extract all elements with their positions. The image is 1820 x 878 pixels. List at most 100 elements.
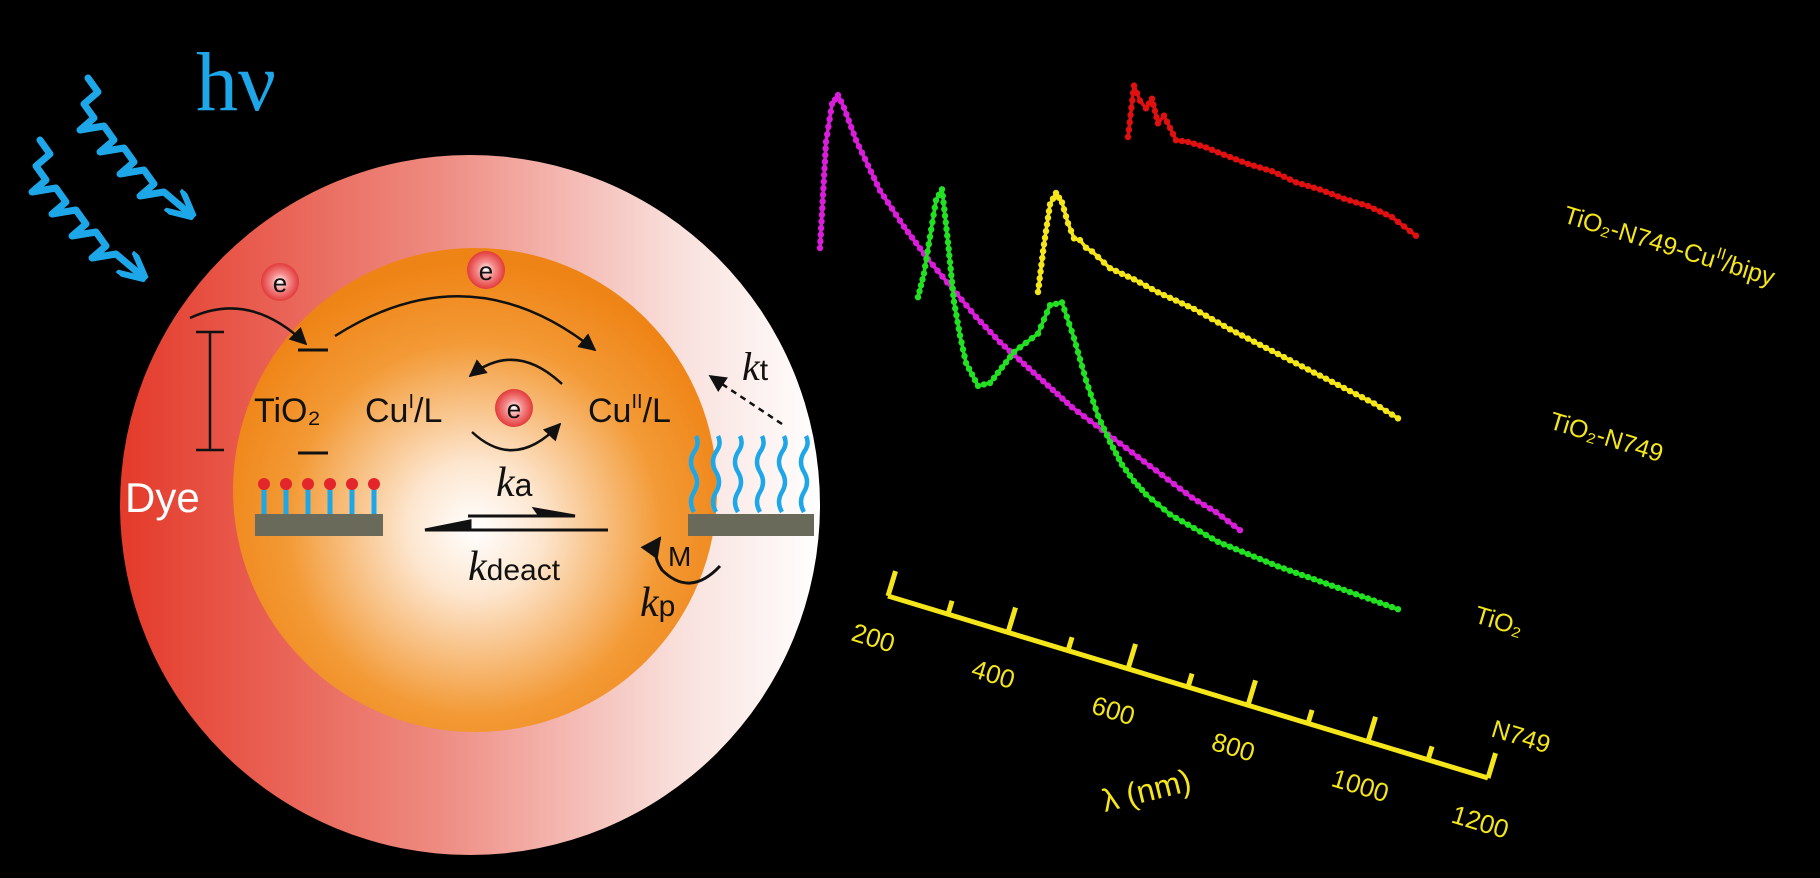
series-point [1130, 82, 1138, 89]
series-point [1236, 527, 1244, 534]
series-point [1134, 482, 1142, 489]
series-point [1040, 316, 1048, 323]
series-point [1370, 205, 1378, 212]
series-point [1376, 599, 1384, 606]
series-point [1076, 236, 1084, 244]
series-point [1412, 232, 1420, 239]
series-point [959, 346, 967, 353]
series-point [982, 323, 989, 331]
series-point [1184, 521, 1192, 528]
series-point [1030, 369, 1037, 376]
series-point [1154, 289, 1162, 296]
cycle-arrow-top [468, 358, 563, 385]
series-point [1244, 160, 1252, 168]
series-point [1286, 357, 1294, 364]
series-point [948, 278, 956, 286]
series-point [825, 123, 832, 130]
series-point [924, 248, 931, 255]
series-point [1170, 480, 1178, 488]
series-point [1358, 593, 1366, 600]
axis-major-tick [885, 570, 898, 597]
series-point [1286, 176, 1294, 183]
electron-transfer: e [467, 251, 505, 289]
series-point [1346, 588, 1354, 596]
series-point [926, 233, 934, 240]
series-point [1164, 476, 1172, 483]
series-point [1106, 438, 1114, 445]
series-point [1172, 297, 1180, 304]
series-point [1352, 391, 1360, 398]
series-point [908, 234, 916, 241]
series-point [821, 158, 829, 165]
series-point [1194, 498, 1202, 505]
series-point [1310, 184, 1318, 191]
series-point [1298, 180, 1306, 188]
axis-major-tick [1485, 752, 1498, 779]
series-point [1097, 419, 1105, 426]
series-point [820, 178, 827, 185]
monomer-label: M [668, 541, 691, 572]
series-point [880, 193, 888, 200]
series-point [1274, 170, 1282, 178]
series-point [1054, 391, 1061, 398]
series-point [834, 91, 842, 99]
series-point [1256, 341, 1264, 348]
series-point [1232, 546, 1240, 553]
series-point [1148, 285, 1156, 293]
series-point [1166, 511, 1174, 518]
series-point [1163, 118, 1171, 126]
series-point [1218, 513, 1226, 520]
dye-molecules [258, 478, 380, 514]
photon-arrow-top [76, 74, 190, 214]
series-point [1334, 193, 1342, 200]
series-point [1212, 508, 1220, 516]
series-point [919, 276, 926, 283]
series-point [1072, 341, 1080, 349]
series-point [1070, 334, 1078, 342]
series-line [1126, 83, 1418, 238]
series-point [943, 225, 950, 233]
series-point [1043, 309, 1051, 316]
polymer-brushes [688, 434, 810, 514]
series-point [1268, 560, 1276, 568]
series-point [942, 219, 949, 226]
series-3 [914, 186, 1402, 613]
series-point [884, 199, 892, 206]
series-point [1116, 440, 1124, 447]
series-point [1262, 558, 1270, 565]
series-point [1316, 578, 1324, 585]
photon-arrow-bottom [28, 136, 142, 276]
series-point [1196, 528, 1204, 535]
series-point [1340, 384, 1348, 392]
series-point [922, 262, 929, 270]
series-point [965, 365, 973, 372]
series-point [1169, 130, 1177, 138]
series-point [1088, 248, 1096, 255]
series-point [1238, 332, 1246, 339]
series-point [1020, 360, 1028, 368]
series-point [1328, 582, 1336, 589]
series-point [998, 364, 1006, 371]
series-point [867, 168, 875, 175]
series-point [929, 261, 936, 269]
series-point [820, 171, 828, 179]
series-point [843, 111, 850, 118]
series-point [1400, 223, 1408, 230]
series-point [1352, 591, 1360, 598]
series-point [929, 219, 936, 226]
series-point [1154, 120, 1162, 127]
series-point [1382, 407, 1390, 415]
series-point [1334, 381, 1342, 389]
series-point [1080, 370, 1088, 377]
series-point [950, 298, 958, 305]
series-point [1334, 584, 1342, 591]
series-point [1292, 179, 1300, 186]
series-point [1244, 550, 1252, 558]
axis-major-tick [1005, 606, 1018, 634]
series-point [986, 379, 994, 387]
series-point [1037, 268, 1044, 275]
series-point [939, 273, 946, 280]
series-point [819, 191, 827, 199]
series-point [1268, 347, 1276, 355]
series-point [1370, 597, 1378, 604]
